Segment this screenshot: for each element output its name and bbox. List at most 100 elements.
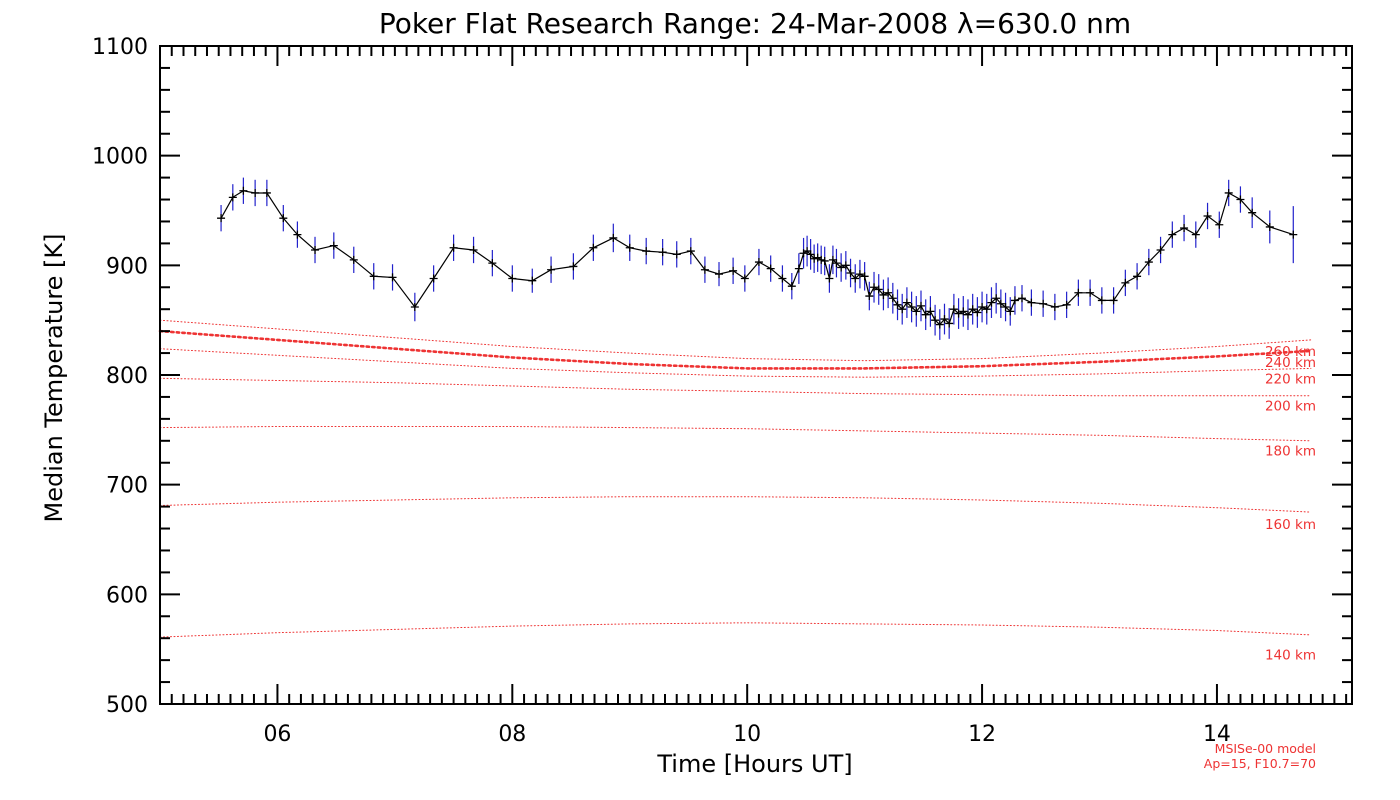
data-point — [251, 188, 260, 197]
y-axis-label: Median Temperature [K] — [40, 233, 68, 522]
axis-ticks: 06 08 10 12 14 500 600 700 800 900 1000 1100 — [92, 35, 1352, 747]
data-point — [279, 214, 288, 223]
data-point — [766, 264, 775, 273]
temperature-line — [220, 190, 1294, 326]
data-point — [410, 303, 419, 312]
data-point — [429, 274, 438, 283]
data-point — [945, 319, 954, 328]
x-tick-label: 12 — [968, 722, 996, 747]
y-tick-label: 1100 — [92, 35, 148, 60]
data-point — [817, 255, 826, 264]
data-point — [987, 298, 996, 307]
data-point — [949, 305, 958, 314]
data-point — [912, 307, 921, 316]
model-curve-label: 160 km — [1265, 517, 1316, 533]
data-point — [884, 288, 893, 297]
model-curve — [159, 348, 1312, 378]
data-point — [978, 303, 987, 312]
data-point — [1062, 300, 1071, 309]
data-point — [820, 256, 829, 265]
data-point — [898, 305, 907, 314]
data-point — [239, 186, 248, 195]
plot-frame — [159, 45, 1353, 705]
model-curve-label: 180 km — [1265, 444, 1316, 460]
x-tick-label: 10 — [733, 722, 761, 747]
data-point — [508, 274, 517, 283]
data-point — [686, 247, 695, 256]
data-point — [996, 299, 1005, 308]
data-point — [1001, 303, 1010, 312]
data-point — [740, 274, 749, 283]
data-point — [1018, 294, 1026, 303]
y-tick-label: 800 — [106, 364, 148, 389]
data-point — [625, 243, 634, 252]
data-point — [865, 292, 874, 301]
data-point — [825, 274, 834, 283]
data-point — [715, 270, 724, 279]
model-curve-label: 220 km — [1265, 371, 1316, 387]
data-point — [982, 305, 991, 314]
model-curve-label: 200 km — [1265, 399, 1316, 415]
data-point — [1097, 296, 1106, 305]
data-point — [931, 316, 940, 325]
data-point — [860, 272, 869, 281]
data-point — [902, 298, 911, 307]
data-point — [1289, 230, 1298, 239]
chart-title: Poker Flat Research Range: 24-Mar-2008 λ… — [379, 7, 1131, 40]
data-point — [1180, 224, 1189, 233]
model-curve — [159, 496, 1312, 513]
data-point — [874, 285, 883, 294]
data-point — [907, 303, 916, 312]
data-point — [729, 266, 738, 275]
data-point — [917, 301, 926, 310]
model-curve — [158, 329, 1313, 370]
data-point — [973, 308, 982, 317]
data-point — [1248, 208, 1257, 217]
data-point — [528, 276, 537, 285]
data-point — [954, 309, 963, 318]
data-point — [609, 233, 618, 242]
data-point — [672, 250, 681, 259]
data-point — [893, 300, 902, 309]
data-point — [1010, 296, 1019, 305]
data-point — [1144, 258, 1153, 267]
data-point — [262, 188, 271, 197]
data-point — [959, 307, 968, 316]
data-point — [1215, 220, 1224, 229]
data-point — [870, 283, 879, 292]
data-point — [806, 250, 815, 259]
model-curve-label: 240 km — [1265, 355, 1316, 371]
x-tick-label: 14 — [1203, 722, 1231, 747]
data-point — [1027, 298, 1036, 307]
model-curve — [159, 319, 1312, 362]
data-point — [832, 259, 841, 268]
data-point — [349, 255, 358, 264]
error-bars — [220, 177, 1294, 340]
model-params-note: Ap=15, F10.7=70 — [1204, 756, 1316, 771]
data-point — [1224, 188, 1233, 197]
data-point — [469, 245, 478, 254]
temperature-series-line — [220, 190, 1294, 326]
data-point — [589, 243, 598, 252]
data-point — [841, 261, 850, 270]
model-curve-label: 140 km — [1265, 648, 1316, 664]
data-point — [488, 259, 497, 268]
data-point — [1265, 222, 1274, 231]
y-tick-label: 1000 — [92, 145, 148, 170]
data-point — [388, 273, 397, 282]
data-point — [754, 258, 763, 267]
data-point — [1236, 195, 1245, 204]
data-point — [311, 245, 320, 254]
x-tick-label: 08 — [498, 722, 526, 747]
data-point — [1168, 230, 1177, 239]
data-point — [1156, 245, 1165, 254]
data-point — [851, 274, 860, 283]
data-point — [968, 305, 977, 314]
x-axis-label: Time [Hours UT] — [656, 750, 852, 778]
model-curve — [159, 622, 1312, 638]
data-point — [1006, 307, 1015, 316]
y-tick-label: 600 — [106, 583, 148, 608]
data-point — [1109, 296, 1118, 305]
